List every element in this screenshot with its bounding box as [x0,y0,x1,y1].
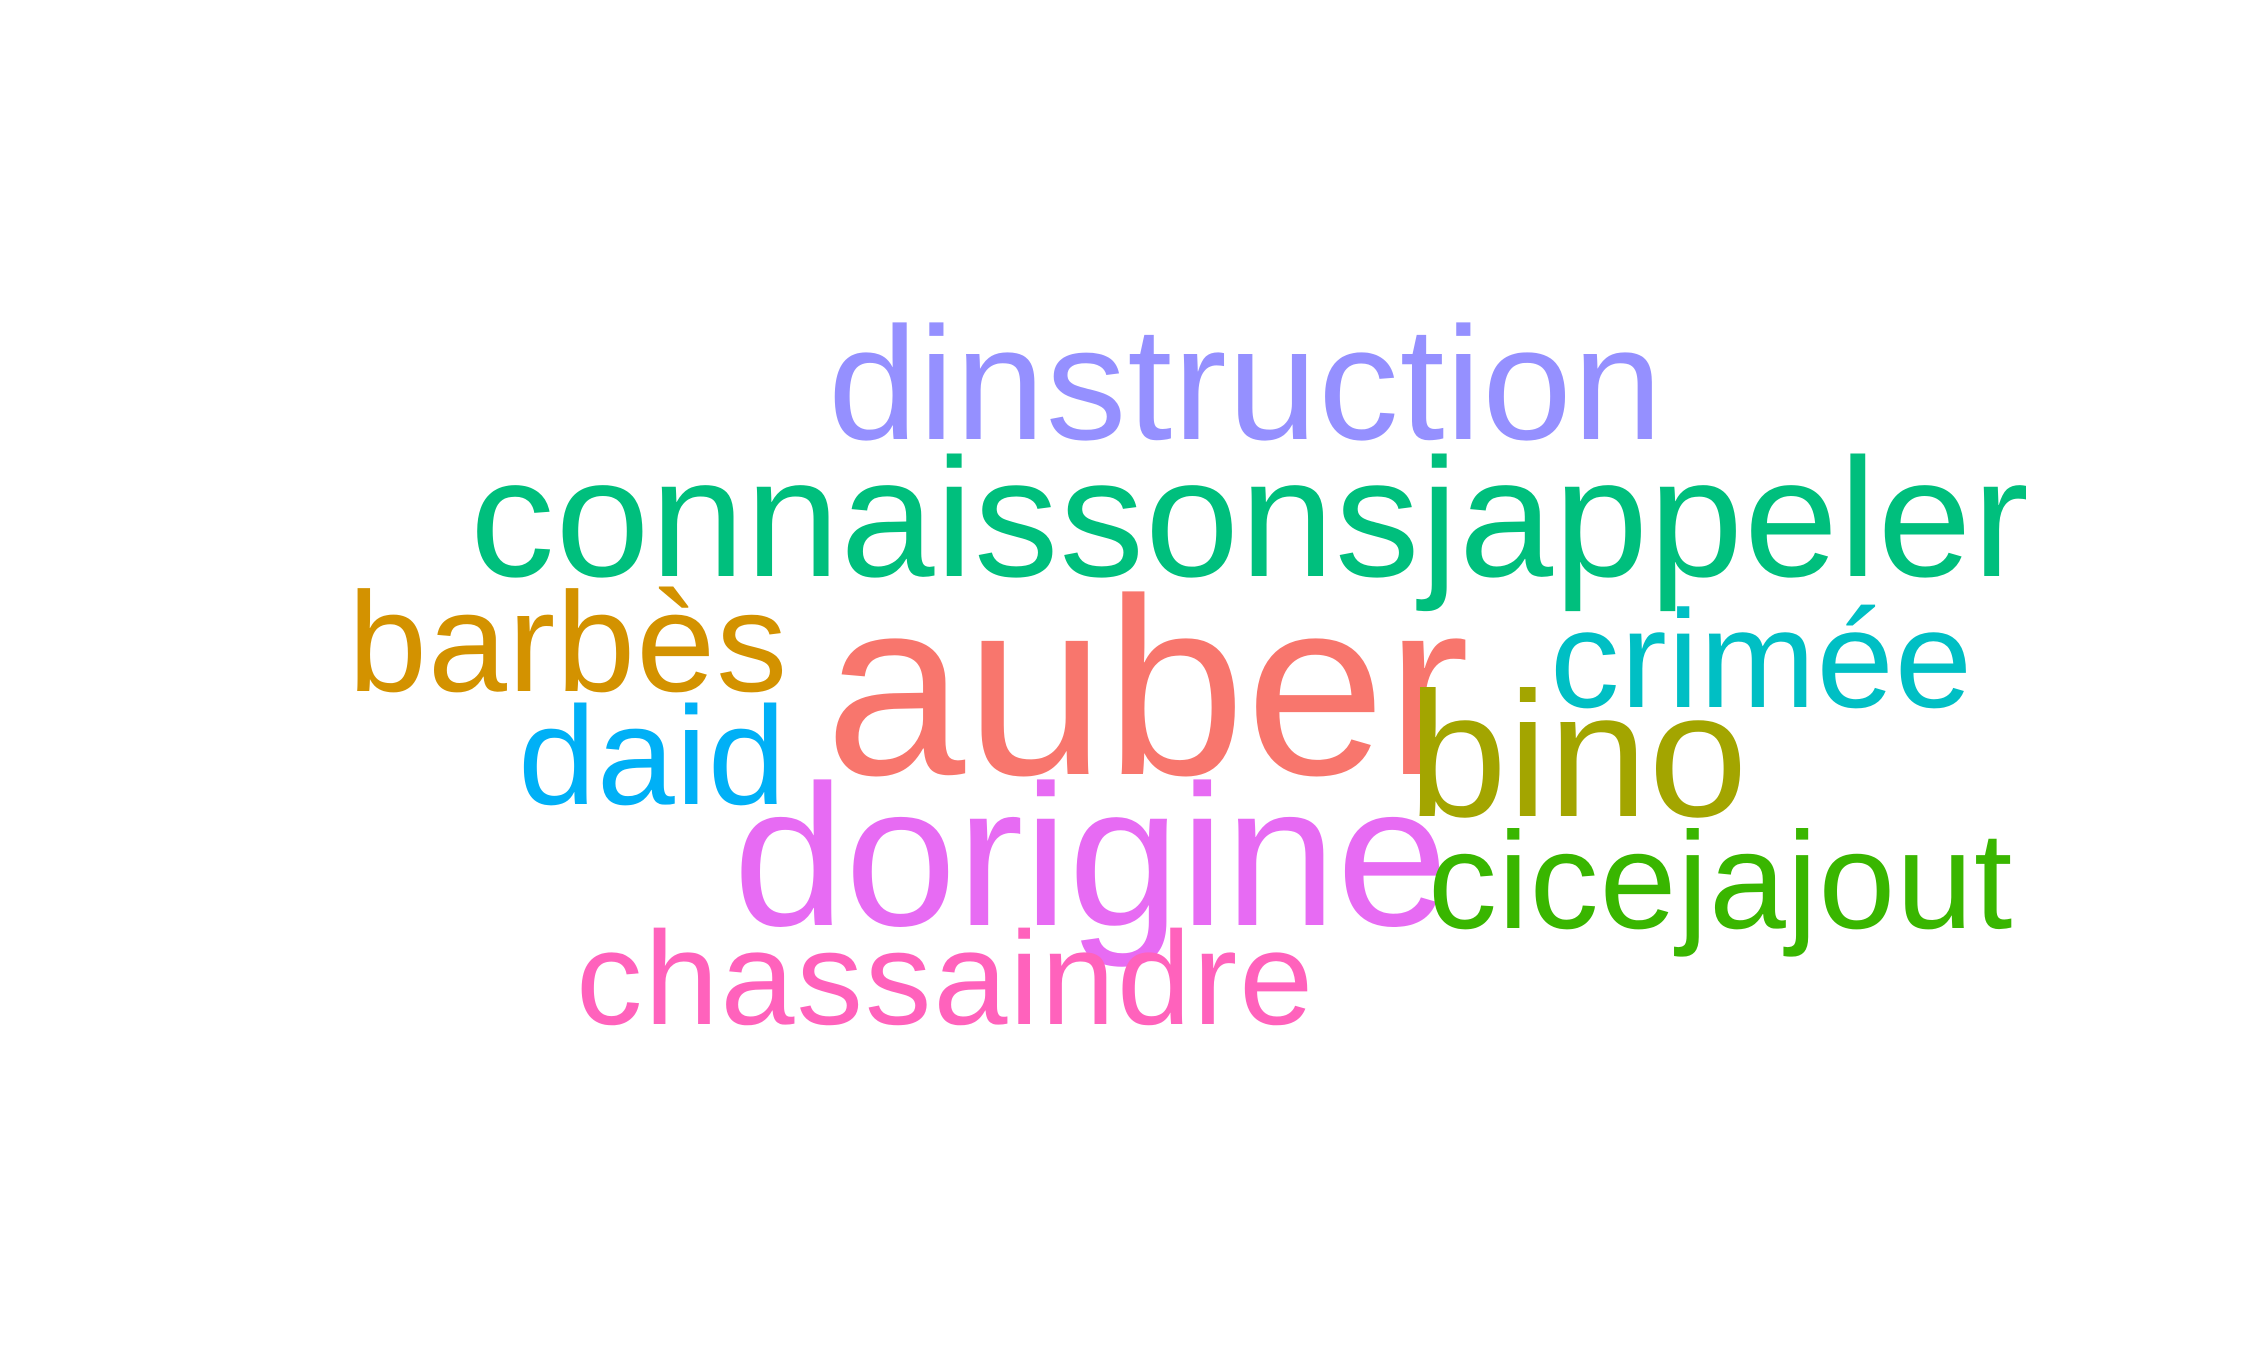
word-dinstruction: dinstruction [828,294,1664,474]
word-connaissonsjappeler: connaissonsjappeler [470,423,2030,612]
word-dorigine: dorigine [733,743,1449,968]
word-bino: bino [1408,655,1749,854]
word-barbes: barbès [348,563,789,722]
word-cicejajout: cicejajout [1428,804,2014,958]
word-crimee: crimée [1550,582,1974,737]
word-chassaindre: chassaindre [576,905,1316,1053]
word-auber: auber [825,547,1470,828]
word-daid: daid [518,677,787,834]
